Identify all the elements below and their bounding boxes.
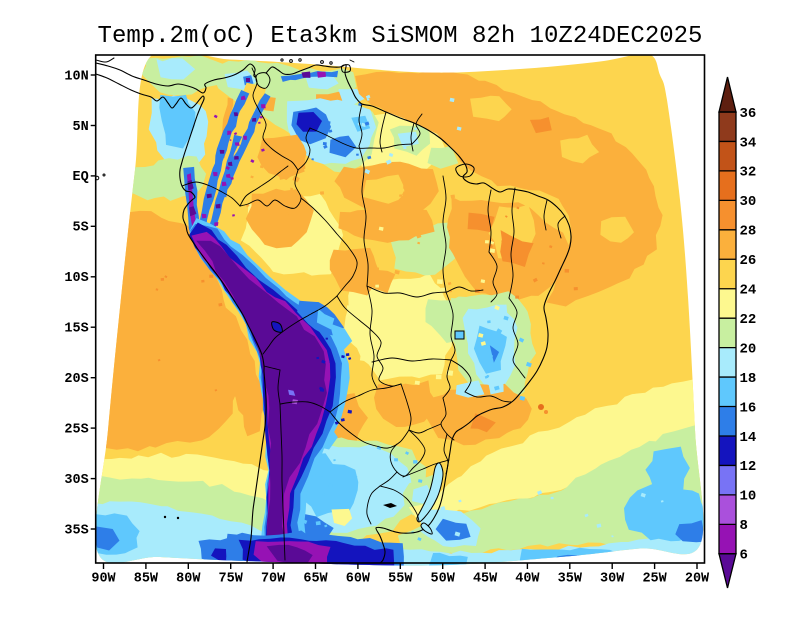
svg-text:8: 8 — [740, 518, 748, 534]
svg-text:32: 32 — [740, 165, 757, 181]
svg-text:55W: 55W — [388, 572, 413, 587]
svg-text:30W: 30W — [600, 572, 625, 587]
svg-text:14: 14 — [740, 430, 757, 446]
svg-text:EQ: EQ — [72, 170, 88, 185]
svg-text:36: 36 — [740, 106, 757, 122]
svg-text:16: 16 — [740, 400, 757, 416]
svg-text:12: 12 — [740, 459, 757, 475]
svg-text:10S: 10S — [64, 271, 88, 286]
svg-text:70W: 70W — [261, 572, 286, 587]
svg-text:6: 6 — [740, 548, 748, 564]
svg-text:80W: 80W — [176, 572, 201, 587]
svg-text:90W: 90W — [91, 572, 116, 587]
svg-text:65W: 65W — [303, 572, 328, 587]
svg-text:5N: 5N — [72, 120, 88, 135]
svg-text:35S: 35S — [64, 523, 88, 538]
svg-text:22: 22 — [740, 312, 757, 328]
svg-text:34: 34 — [740, 135, 757, 151]
svg-text:15S: 15S — [64, 322, 88, 337]
svg-text:30: 30 — [740, 194, 757, 210]
svg-text:35W: 35W — [558, 572, 583, 587]
svg-text:5S: 5S — [72, 221, 88, 236]
svg-text:75W: 75W — [219, 572, 244, 587]
svg-text:Temp.2m(oC) Eta3km SiSMOM 82h: Temp.2m(oC) Eta3km SiSMOM 82h 10Z24DEC20… — [98, 23, 703, 50]
svg-text:50W: 50W — [431, 572, 456, 587]
svg-text:30S: 30S — [64, 473, 88, 488]
svg-text:10: 10 — [740, 489, 757, 505]
svg-text:26: 26 — [740, 253, 757, 269]
svg-text:40W: 40W — [515, 572, 540, 587]
svg-text:20W: 20W — [685, 572, 710, 587]
svg-text:85W: 85W — [134, 572, 159, 587]
svg-text:25W: 25W — [642, 572, 667, 587]
svg-text:10N: 10N — [64, 69, 88, 84]
svg-text:28: 28 — [740, 224, 757, 240]
svg-text:45W: 45W — [473, 572, 498, 587]
svg-text:20: 20 — [740, 341, 757, 357]
svg-text:60W: 60W — [346, 572, 371, 587]
svg-text:25S: 25S — [64, 422, 88, 437]
svg-text:24: 24 — [740, 283, 757, 299]
svg-text:20S: 20S — [64, 372, 88, 387]
svg-text:18: 18 — [740, 371, 757, 387]
